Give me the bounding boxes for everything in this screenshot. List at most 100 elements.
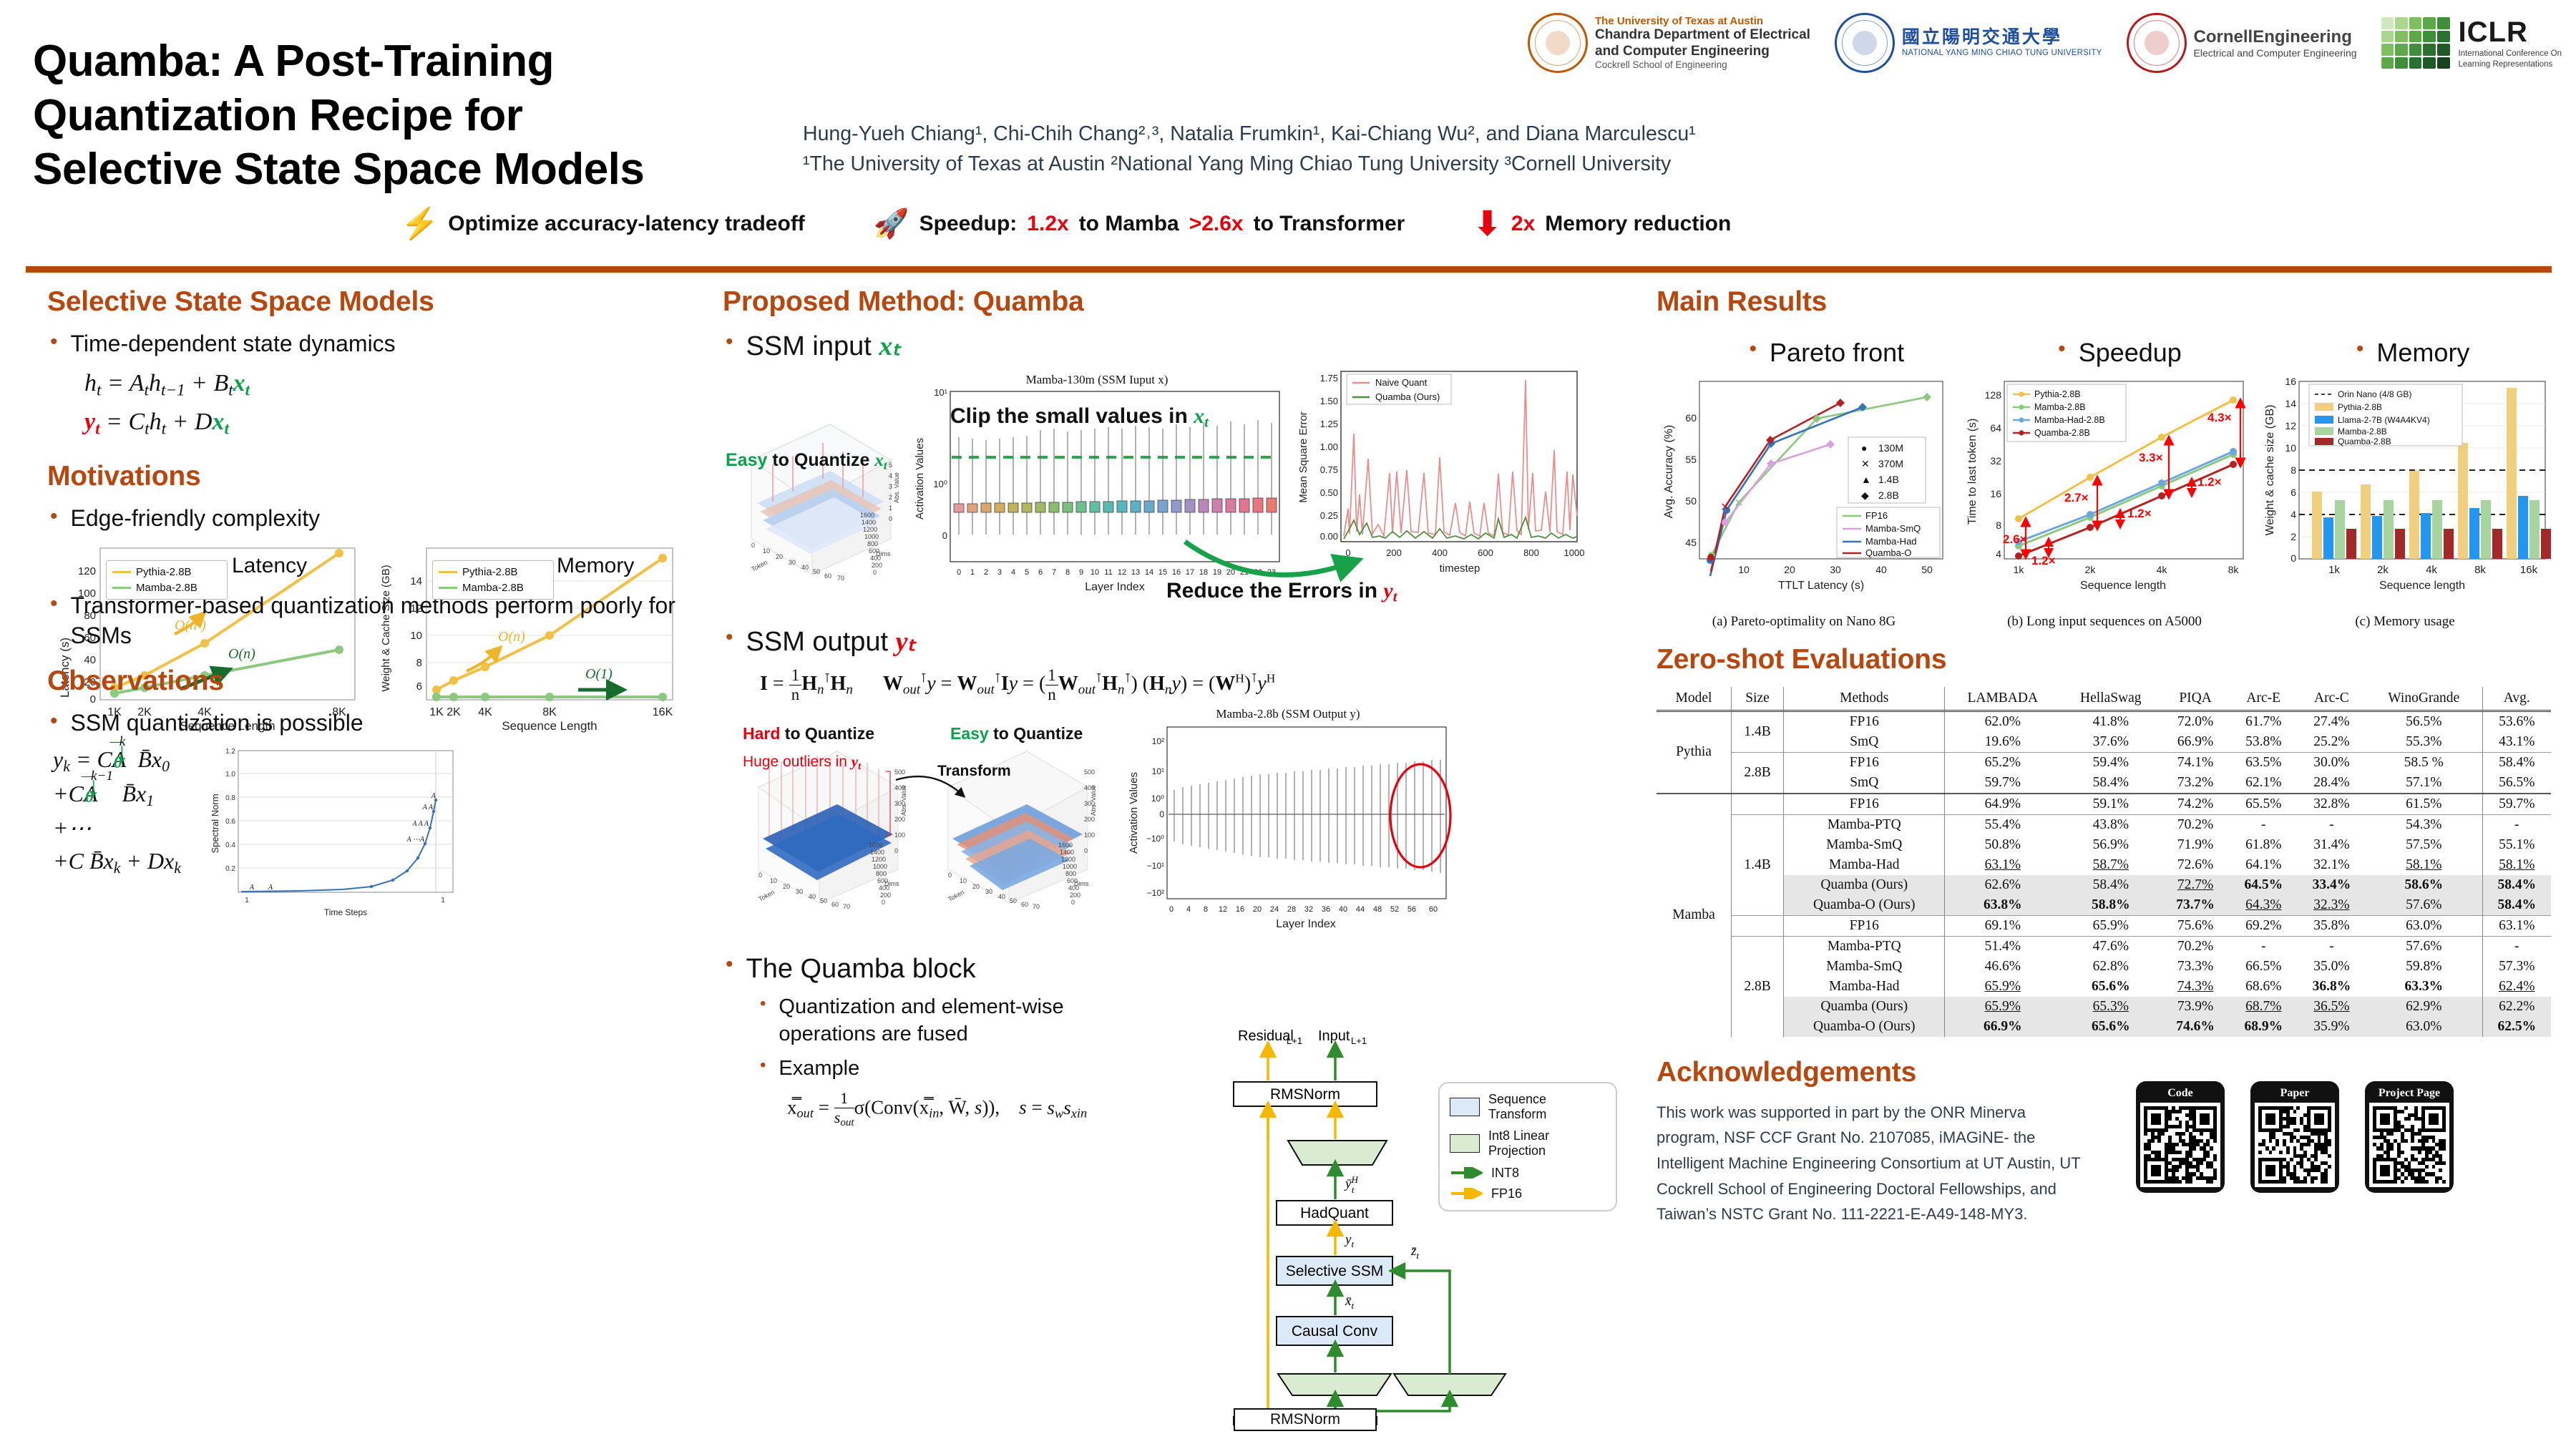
bullet-dot-icon: • [50, 592, 58, 616]
cell-model: Mamba [1657, 792, 1732, 1037]
latency-legend: Pythia-2.8B Mamba-2.8B [106, 560, 228, 600]
svg-text:50: 50 [1921, 564, 1933, 575]
highlight-1-text: Optimize accuracy-latency tradeoff [448, 211, 805, 235]
svg-text:1.00: 1.00 [1320, 441, 1338, 452]
legend-swatch-sequence-transform [1450, 1097, 1480, 1116]
svg-text:12: 12 [2285, 420, 2296, 431]
cell-value: 58.8% [2091, 897, 2130, 912]
rocket-icon: 🚀 [873, 208, 909, 240]
svg-text:17: 17 [1186, 568, 1194, 577]
svg-text:10: 10 [770, 877, 777, 884]
main-results-charts: 60 55 50 45 Avg. Accuracy (%) 10 20 30 40 50 T… [1657, 376, 2555, 630]
svg-text:7: 7 [1052, 568, 1056, 577]
svg-text:0.8: 0.8 [225, 794, 235, 802]
svg-text:800: 800 [876, 870, 887, 877]
table-row: SmQ 19.6% 37.6% 66.9% 53.8% 25.2% 55.3% 43.1% [1657, 731, 2551, 753]
cell-value: 41.8% [2092, 713, 2129, 729]
bullet-edge-friendly-text: Edge-friendly complexity [70, 505, 321, 532]
cell-value: 59.7% [2482, 792, 2551, 815]
svg-text:Mamba-SmQ: Mamba-SmQ [1865, 523, 1921, 534]
svg-text:10: 10 [2285, 442, 2296, 454]
cell-value: 59.7% [1984, 774, 2021, 790]
svg-text:30: 30 [985, 888, 992, 895]
svg-text:400: 400 [870, 555, 881, 562]
svg-text:60: 60 [1021, 901, 1028, 908]
bullet-dot-icon: • [760, 994, 766, 1014]
equation-yk-expansion: yk = CA — k 0 ↓ B̄x0 +CA — k−1 0 ↓ B̄x1 +⋯ +C B̄xk… [53, 734, 181, 877]
cell-method: Mamba-Had [1783, 854, 1946, 875]
svg-text:8: 8 [416, 657, 422, 669]
svg-text:−10¹: −10¹ [1147, 861, 1164, 871]
qr-code-project[interactable]: Project Page [2365, 1080, 2454, 1193]
qr-image-code [2144, 1106, 2217, 1184]
svg-text:0: 0 [1169, 905, 1174, 914]
svg-text:2: 2 [984, 568, 988, 577]
svg-text:600: 600 [877, 877, 888, 884]
svg-text:9: 9 [1079, 568, 1083, 577]
svg-text:16K: 16K [653, 706, 673, 718]
svg-text:1600: 1600 [1058, 841, 1073, 849]
table-row: Quamba-O (Ours) 66.9% 65.6% 74.6% 68.9% 35.9%… [1657, 1016, 2551, 1037]
svg-text:0: 0 [942, 530, 947, 541]
ut-logo-line2: Chandra Department of Electrical [1595, 27, 1810, 43]
cell-value: 63.1% [2482, 914, 2551, 937]
cell-method: Quamba (Ours) [1783, 874, 1946, 895]
ut-logo-line4: Cockrell School of Engineering [1595, 59, 1727, 71]
svg-text:1.4B: 1.4B [1878, 474, 1899, 485]
svg-text:4: 4 [1011, 568, 1015, 577]
svg-text:1: 1 [889, 504, 892, 512]
bullet-dot-icon: • [2356, 337, 2364, 361]
cell-value: 74.1% [2161, 751, 2230, 773]
svg-text:400: 400 [894, 784, 905, 791]
svg-text:1.25: 1.25 [1320, 419, 1338, 429]
svg-text:0.25: 0.25 [1320, 510, 1338, 521]
svg-text:1K: 1K [107, 706, 122, 718]
svg-text:100: 100 [1084, 831, 1095, 839]
bullet-ssm-output-text: SSM output [746, 627, 889, 658]
cell-value: 53.8% [2245, 733, 2282, 749]
bullet-ssm-input: • SSM input xₜ [726, 329, 1631, 364]
bolt-icon: ⚡ [401, 206, 439, 240]
svg-text:0: 0 [90, 693, 96, 706]
svg-text:Latency (s): Latency (s) [58, 638, 72, 698]
svg-text:11: 11 [1104, 568, 1112, 577]
svg-text:1.0: 1.0 [225, 771, 235, 779]
svg-text:A A: A A [422, 804, 434, 811]
cell-size: 2.8B [1731, 751, 1785, 794]
cell-value: 73.2% [2177, 774, 2214, 790]
svg-text:200: 200 [1070, 892, 1080, 899]
cell-value: 37.6% [2092, 733, 2129, 749]
bullet-dot-icon: • [50, 708, 58, 733]
svg-text:1200: 1200 [872, 856, 886, 863]
highlight-speedup: 🚀 Speedup: 1.2x to Mamba >2.6x to Transf… [874, 207, 1405, 240]
legend-seq-transform-1: Sequence [1488, 1092, 1547, 1106]
svg-text:1200: 1200 [1061, 856, 1075, 863]
cell-method: Quamba (Ours) [1783, 996, 1946, 1017]
cell-value: 75.6% [2161, 914, 2230, 937]
svg-text:Sequence Length: Sequence Length [180, 719, 275, 733]
svg-text:Time Steps: Time Steps [324, 907, 367, 917]
table-header-row: Model Size Methods LAMBADA HellaSwag PIQ… [1657, 686, 2551, 711]
svg-text:100: 100 [894, 831, 905, 839]
bullet-quant-fused: • Quantization and element-wise operatio… [760, 994, 1631, 1048]
affiliation-list: ¹The University of Texas at Austin ²Nati… [803, 152, 1672, 176]
cell-size: 1.4B [1731, 711, 1785, 753]
cell-method: Quamba-O (Ours) [1783, 894, 1946, 916]
column-left: Selective State Space Models • Time-depe… [47, 286, 698, 932]
qr-code-code[interactable]: Code [2136, 1080, 2225, 1193]
block-diagram-legend: Sequence Transform Int8 Linear Projectio… [1438, 1082, 1617, 1211]
svg-text:400: 400 [1068, 884, 1079, 892]
qr-code-paper[interactable]: Paper [2250, 1080, 2339, 1193]
table-head: Model Size Methods LAMBADA HellaSwag PIQ… [1657, 686, 2551, 711]
cell-value: 35.0% [2313, 958, 2350, 974]
svg-text:1200: 1200 [863, 526, 877, 533]
motivation-charts: 120 100 80 60 40 20 0 Latency (s) 1K 2K 4K 8K S… [53, 542, 698, 733]
cell-value: 61.5% [2365, 792, 2483, 815]
cell-method: Mamba-PTQ [1783, 935, 1946, 957]
table-row: 2.8B Mamba-PTQ 51.4% 47.6% 70.2% - -57.6% - [1657, 935, 2551, 1037]
svg-text:30: 30 [1830, 564, 1841, 575]
cell-value: 43.8% [2060, 814, 2162, 835]
cell-value: - [2297, 935, 2366, 957]
cell-value: 36.8% [2312, 978, 2351, 994]
svg-text:8: 8 [1996, 519, 2001, 531]
